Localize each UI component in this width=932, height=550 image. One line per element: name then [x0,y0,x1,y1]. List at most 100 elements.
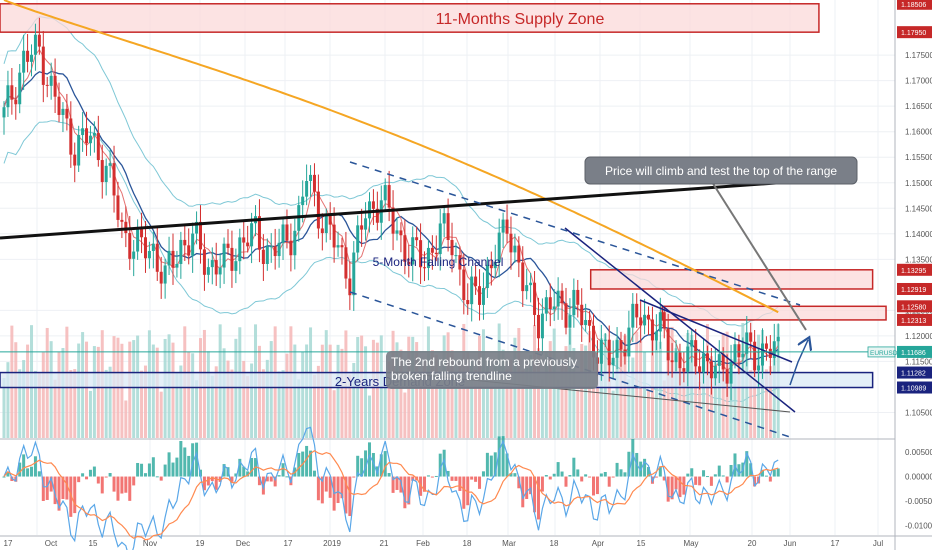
histogram-bar [631,438,635,477]
histogram-bar [647,467,651,477]
candle-body [383,185,387,201]
candle-body [411,237,415,265]
volume-bar [419,376,423,438]
candle-body [650,319,654,341]
volume-bar [764,369,768,438]
histogram-bar [768,476,772,482]
histogram-bar [206,476,210,486]
histogram-bar [222,464,226,477]
volume-bar [709,356,713,438]
volume-bar [450,350,454,438]
candle-body [269,246,273,248]
volume-bar [548,341,552,438]
histogram-bar [37,471,41,477]
histogram-bar [560,471,564,477]
histogram-bar [175,457,179,477]
candle-body [678,352,682,369]
histogram-bar [230,476,234,482]
histogram-bar [521,476,525,508]
histogram-bar [776,468,780,477]
volume-bar [367,395,371,438]
candle-body [69,118,73,155]
histogram-bar [22,454,26,477]
volume-bar [529,355,533,438]
volume-bar [434,354,438,438]
candle-body [214,260,218,275]
histogram-bar [430,476,434,478]
histogram-bar [202,476,206,491]
channel-upper-line [349,161,801,306]
histogram-bar [187,455,191,477]
histogram-bar [281,463,285,477]
volume-bar [336,344,340,438]
histogram-bar [713,474,717,477]
histogram-bar [140,463,144,477]
candle-body [112,163,116,196]
volume-bar [171,342,175,438]
rebound-callout-box [386,351,598,389]
candle-body [81,128,85,136]
candle-body [324,215,328,234]
histogram-bar [458,476,462,491]
candle-body [619,340,623,350]
volume-bar [438,380,442,438]
price-tag-label: 1.12313 [901,318,926,325]
histogram-bar [745,451,749,477]
candle-body [485,264,489,289]
histogram-bar [340,476,344,499]
histogram-bar [297,453,301,477]
histogram-bar [183,447,187,477]
candle-body [187,245,191,256]
time-tick-label: 20 [748,539,757,548]
candle-body [611,357,615,366]
volume-bar [666,356,670,438]
histogram-bar [489,455,493,477]
candle-body [580,304,584,326]
histogram-bar [371,452,375,477]
candle-body [92,132,96,136]
volume-bar [128,341,132,438]
histogram-bar [611,476,615,478]
candle-body [277,242,281,257]
volume-bar [281,370,285,438]
histogram-bar [576,469,580,477]
volume-bar [104,369,108,438]
candle-body [446,213,450,240]
histogram-bar [320,476,324,504]
histogram-bar [112,476,116,492]
macd-line [3,426,779,550]
histogram-bar [336,476,340,504]
histogram-bar [120,476,124,494]
histogram-bar [737,464,741,477]
candle-body [757,365,761,371]
histogram-bar [210,476,214,482]
price-tag-label: 1.13295 [901,268,926,275]
volume-bar [694,349,698,438]
histogram-bar [26,468,30,477]
candle-body [155,243,159,272]
candle-body [426,247,430,268]
candle-body [37,34,41,47]
histogram-bar [474,476,478,482]
volume-bar [430,350,434,438]
price-tick-label: 1.16500 [905,102,932,111]
volume-bar [92,346,96,438]
candle-body [631,303,635,328]
volume-bar [124,400,128,438]
candle-body [289,240,293,256]
histogram-bar [407,476,411,505]
volume-bar [250,363,254,438]
histogram-bar [533,476,537,513]
candle-body [501,219,505,233]
candle-body [690,340,694,347]
candle-body [702,353,706,373]
candle-body [124,221,128,234]
histogram-bar [191,443,195,477]
price-tick-label: 1.10500 [905,408,932,417]
volume-bar [611,390,615,438]
volume-bar [466,352,470,438]
candle-body [96,132,100,161]
volume-bar [423,361,427,438]
symbol-tag [867,346,896,358]
